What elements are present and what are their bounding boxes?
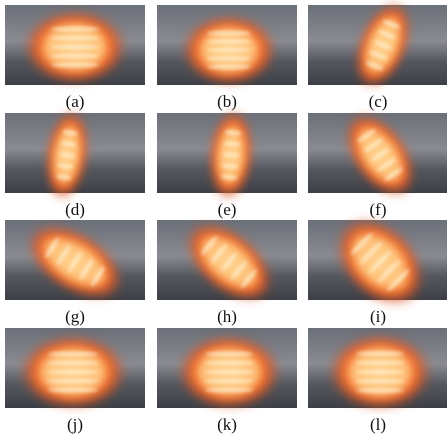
panel-label: (h) [217,307,237,326]
flame-streak [205,370,253,375]
figure: (a) (b) (c) (d) (e) (f) (g) (h) (i) (j) (k) (l) [0,0,447,441]
flame [23,9,127,85]
flame-streak [48,370,99,375]
flame-streak [356,351,404,356]
flame-streak [51,62,99,67]
flame-streak [205,361,253,366]
flame-streak [48,352,99,357]
flame-streak [207,31,251,36]
flame-streak [356,370,404,375]
flame-streak [207,56,251,61]
flame-streak [356,360,404,365]
flame-streak [205,352,253,357]
panel [5,106,145,203]
panel-label: (l) [370,415,386,434]
panel-label: (j) [67,415,83,434]
flame-streak [48,361,99,366]
panel [5,5,145,85]
flame-streak [356,388,404,393]
panel [157,206,297,319]
panel-label: (b) [217,92,237,111]
panel-label: (d) [65,200,85,219]
panel-label: (c) [369,92,388,111]
panel-label: (e) [218,200,237,219]
flame [177,334,281,410]
flame-streak [48,387,99,392]
panel [157,328,297,410]
flame-streak [207,64,251,69]
flame-streak [51,27,99,32]
flame [328,333,432,411]
panel-label: (g) [65,307,85,326]
panel [5,208,145,316]
flame-streak [51,36,99,41]
flame-streak [51,53,99,58]
panel-label: (i) [370,307,386,326]
flame-streak [51,45,99,50]
panel-label: (f) [370,200,387,219]
flame [181,14,277,86]
flame-streak [48,378,99,383]
panel-label: (a) [66,92,85,111]
flame-streak [207,39,251,44]
panel [308,0,447,97]
flame-streak [207,48,251,53]
flame-streak [205,378,253,383]
flame-streak [205,387,253,392]
panel-label: (k) [217,415,237,434]
flame-streak [356,379,404,384]
panel [308,328,447,411]
flame [19,334,127,410]
panel [157,5,297,86]
panel [5,328,145,410]
panel [308,100,447,211]
panel [157,107,297,203]
